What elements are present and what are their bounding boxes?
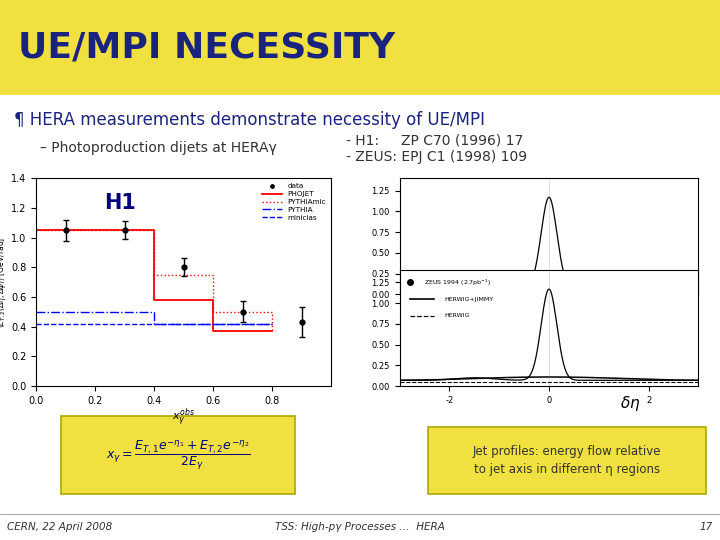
PYTHIAmic <box>268 328 276 334</box>
PYTHIAmic <box>91 227 99 233</box>
Text: TSS: High-pγ Processes …  HERA: TSS: High-pγ Processes … HERA <box>275 522 445 532</box>
Text: - H1:     ZP C70 (1996) 17: - H1: ZP C70 (1996) 17 <box>346 133 523 147</box>
Line: PYTHIAmic: PYTHIAmic <box>36 230 272 331</box>
FancyBboxPatch shape <box>0 0 720 94</box>
Text: H1: H1 <box>104 193 136 213</box>
Text: HERWIG: HERWIG <box>444 313 470 318</box>
PYTHIA <box>32 309 40 315</box>
PYTHIAmic <box>150 272 158 278</box>
minicias <box>32 321 40 327</box>
Text: ¶ HERA measurements demonstrate necessity of UE/MPI: ¶ HERA measurements demonstrate necessit… <box>14 111 485 129</box>
PYTHIAmic <box>209 309 217 315</box>
PHOJET <box>32 227 40 233</box>
PHOJET <box>91 227 99 233</box>
PYTHIA <box>268 321 276 327</box>
PYTHIA <box>91 309 99 315</box>
Text: $\delta\eta$: $\delta\eta$ <box>620 394 640 413</box>
Text: ZEUS 1994 (2.7pb$^{-1}$): ZEUS 1994 (2.7pb$^{-1}$) <box>425 277 492 288</box>
Line: PHOJET: PHOJET <box>36 230 272 331</box>
PHOJET <box>150 297 158 303</box>
PHOJET <box>209 328 217 334</box>
minicias <box>150 321 158 327</box>
minicias <box>91 321 99 327</box>
Legend: data, PHOJET, PYTHIAmic, PYTHIA, minicias: data, PHOJET, PYTHIAmic, PYTHIA, minicia… <box>260 182 328 222</box>
FancyBboxPatch shape <box>428 427 706 494</box>
X-axis label: $x_{\gamma}^{obs}$: $x_{\gamma}^{obs}$ <box>172 407 195 429</box>
minicias <box>209 321 217 327</box>
Text: $x_{\gamma} = \dfrac{E_{T,1}e^{-\eta_1} + E_{T,2}e^{-\eta_2}}{2E_{\gamma}}$: $x_{\gamma} = \dfrac{E_{T,1}e^{-\eta_1} … <box>107 438 251 472</box>
PYTHIA <box>150 321 158 327</box>
Text: UE/MPI NECESSITY: UE/MPI NECESSITY <box>18 30 395 64</box>
PYTHIA <box>209 321 217 327</box>
Text: Jet profiles: energy flow relative
to jet axis in different η regions: Jet profiles: energy flow relative to je… <box>473 444 662 476</box>
PYTHIAmic <box>32 227 40 233</box>
Line: PYTHIA: PYTHIA <box>36 312 272 324</box>
Text: – Photoproduction dijets at HERAγ: – Photoproduction dijets at HERAγ <box>40 141 276 155</box>
Text: CERN, 22 April 2008: CERN, 22 April 2008 <box>7 522 112 532</box>
Y-axis label: $\langle E_{T,2}(\Delta\eta,\Delta\phi)\rangle$ [GeV/rad]: $\langle E_{T,2}(\Delta\eta,\Delta\phi)\… <box>0 237 8 328</box>
Text: 17: 17 <box>700 522 713 532</box>
PHOJET <box>268 328 276 334</box>
minicias <box>268 321 276 327</box>
Text: HERWIG+JIMMY: HERWIG+JIMMY <box>444 296 493 301</box>
Text: - ZEUS: EPJ C1 (1998) 109: - ZEUS: EPJ C1 (1998) 109 <box>346 150 527 164</box>
FancyBboxPatch shape <box>61 416 295 494</box>
